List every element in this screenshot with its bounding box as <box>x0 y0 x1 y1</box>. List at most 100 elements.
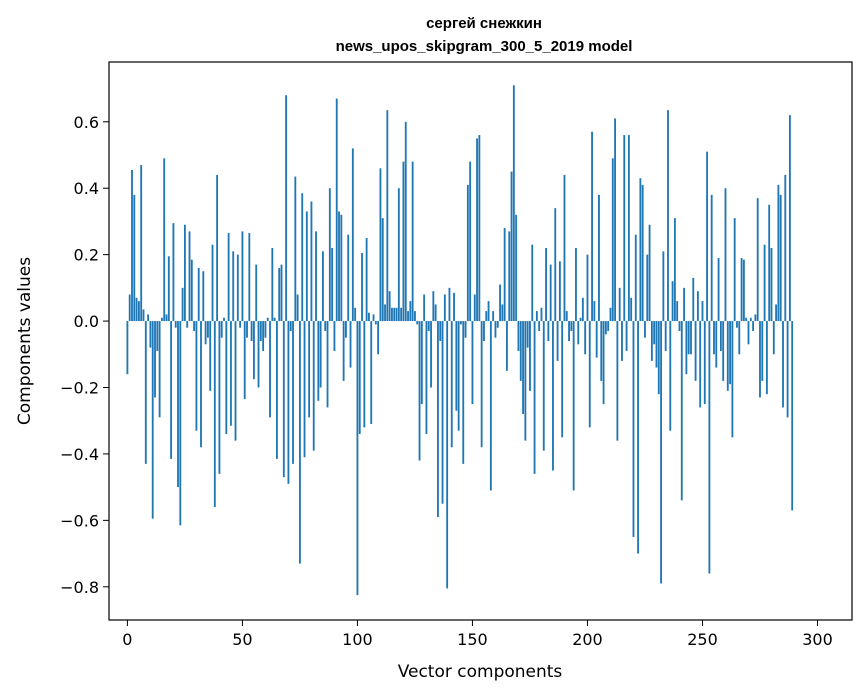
bar-10 <box>149 321 152 348</box>
bar-236 <box>669 321 672 431</box>
bar-99 <box>354 307 357 322</box>
bar-67 <box>280 264 283 322</box>
bar-137 <box>441 321 444 504</box>
bar-34 <box>204 321 207 345</box>
bar-123 <box>409 301 412 322</box>
bar-163 <box>501 304 504 322</box>
bar-225 <box>644 321 646 338</box>
bar-5 <box>137 301 140 322</box>
bar-264 <box>733 218 736 322</box>
bar-80 <box>310 201 313 322</box>
bar-234 <box>664 321 667 351</box>
bar-96 <box>347 234 350 322</box>
x-axis-ticks: 0 50 100 150 200 250 300 <box>122 620 833 649</box>
bar-21 <box>174 321 177 328</box>
bar-40 <box>218 321 221 474</box>
bar-75 <box>299 321 301 564</box>
bar-170 <box>517 321 520 351</box>
bar-283 <box>777 184 780 322</box>
bar-207 <box>602 321 605 405</box>
bar-101 <box>358 321 361 434</box>
bar-140 <box>448 287 451 322</box>
bar-17 <box>165 314 168 322</box>
bar-59 <box>262 321 265 351</box>
bar-144 <box>457 321 460 431</box>
bar-47 <box>234 321 237 441</box>
bar-210 <box>609 307 612 322</box>
bar-111 <box>381 218 384 322</box>
bar-66 <box>278 267 281 322</box>
bar-82 <box>315 231 317 322</box>
bar-94 <box>342 321 345 381</box>
bar-58 <box>259 321 262 341</box>
bar-141 <box>450 321 453 448</box>
bar-130 <box>425 321 428 434</box>
bar-248 <box>696 291 699 322</box>
bar-118 <box>397 188 400 322</box>
bar-78 <box>305 211 308 322</box>
bar-185 <box>552 321 554 471</box>
bar-151 <box>473 294 476 322</box>
bar-55 <box>253 321 255 380</box>
bar-175 <box>529 321 531 391</box>
bar-8 <box>144 321 147 464</box>
bar-214 <box>618 287 621 322</box>
bar-146 <box>462 321 465 464</box>
bar-84 <box>319 321 322 388</box>
x-axis-label: Vector components <box>398 662 563 682</box>
chart-title: сергей снежкин news_upos_skipgram_300_5_… <box>336 15 633 55</box>
bar-97 <box>349 321 352 368</box>
bar-211 <box>611 158 614 322</box>
bar-13 <box>156 321 159 351</box>
bar-205 <box>598 194 600 322</box>
bar-201 <box>588 321 591 428</box>
bar-200 <box>586 254 589 322</box>
bar-23 <box>179 321 182 526</box>
bar-51 <box>243 321 246 400</box>
bar-98 <box>351 148 354 322</box>
bar-189 <box>561 321 564 438</box>
bar-252 <box>706 151 708 322</box>
bar-282 <box>775 304 778 322</box>
bar-128 <box>420 321 423 405</box>
bar-250 <box>701 301 704 322</box>
bar-142 <box>453 292 455 322</box>
bar-88 <box>328 188 331 322</box>
bar-241 <box>680 321 683 501</box>
bar-22 <box>177 321 179 488</box>
bar-19 <box>170 321 173 459</box>
bar-15 <box>160 317 163 322</box>
bar-145 <box>460 321 462 325</box>
bar-222 <box>637 321 639 554</box>
bar-203 <box>593 301 596 322</box>
bar-281 <box>772 321 775 355</box>
bar-37 <box>211 244 214 322</box>
bar-269 <box>745 317 748 322</box>
bar-112 <box>384 304 386 322</box>
bar-20 <box>172 223 175 322</box>
bar-9 <box>147 314 150 322</box>
bar-7 <box>142 309 145 322</box>
bar-131 <box>427 321 430 332</box>
bar-95 <box>345 321 347 338</box>
bar-195 <box>575 248 577 322</box>
bar-61 <box>266 317 269 322</box>
bar-133 <box>432 291 435 322</box>
bar-64 <box>273 317 276 322</box>
bar-263 <box>731 321 734 438</box>
y-tick-label: 0.4 <box>74 179 99 198</box>
bar-32 <box>200 321 202 448</box>
bar-255 <box>713 321 715 355</box>
bar-164 <box>503 228 506 322</box>
bar-69 <box>285 95 288 322</box>
bar-286 <box>784 174 787 322</box>
bars-group <box>126 85 794 596</box>
bar-81 <box>312 321 315 451</box>
bar-233 <box>662 251 665 322</box>
bar-154 <box>480 321 483 448</box>
bar-191 <box>565 311 568 322</box>
bar-43 <box>225 321 228 434</box>
bar-106 <box>370 321 373 425</box>
bar-273 <box>754 314 757 322</box>
bar-174 <box>526 321 529 348</box>
